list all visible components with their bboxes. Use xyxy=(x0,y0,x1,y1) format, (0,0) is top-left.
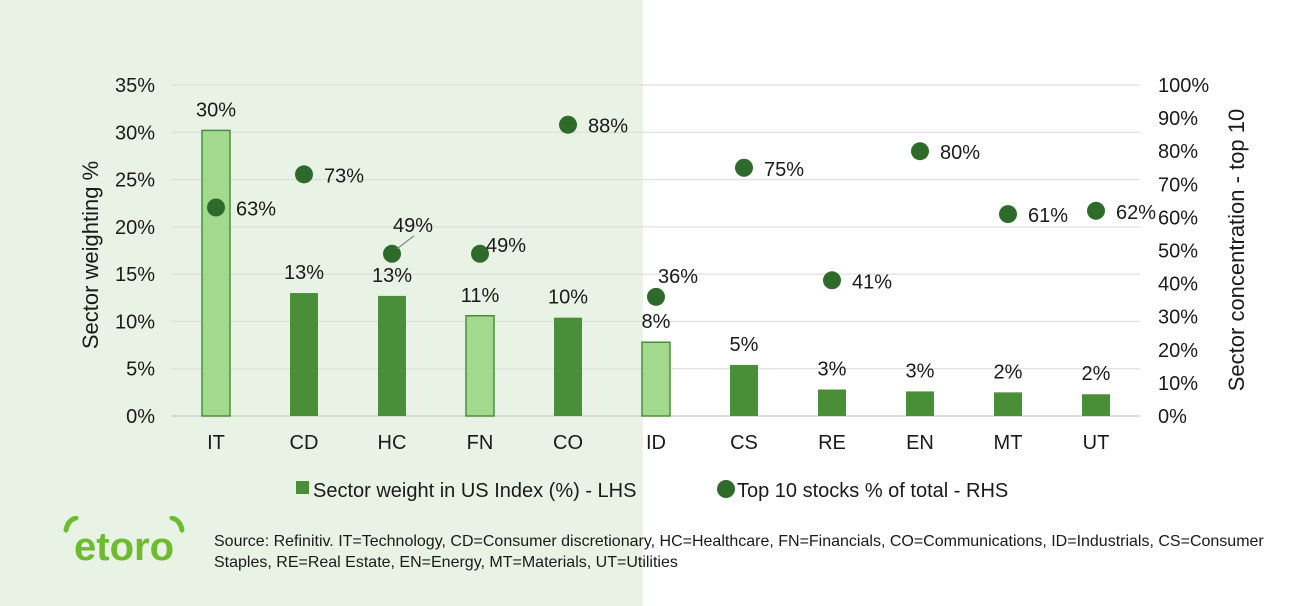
y-tick-label: 25% xyxy=(115,170,155,192)
y-tick-label: 35% xyxy=(115,75,155,97)
y-tick-label: 15% xyxy=(115,264,155,286)
legend-dot-swatch xyxy=(717,480,735,498)
y2-tick-label: 20% xyxy=(1158,340,1198,362)
bar-value-label: 3% xyxy=(818,359,847,381)
bar xyxy=(554,317,582,416)
bars-group xyxy=(201,129,1110,417)
dot-value-label: 63% xyxy=(236,198,276,220)
x-tick-label: CD xyxy=(290,432,319,454)
bar xyxy=(994,392,1022,416)
y-tick-label: 20% xyxy=(115,217,155,239)
dot xyxy=(471,244,489,263)
left-background-panel xyxy=(0,0,643,606)
dot xyxy=(999,205,1017,224)
bar-value-label: 2% xyxy=(1082,363,1111,385)
y2-tick-label: 40% xyxy=(1158,274,1198,296)
dot-value-label: 61% xyxy=(1028,205,1068,227)
source-note: Source: Refinitiv. IT=Technology, CD=Con… xyxy=(214,533,1264,571)
dot xyxy=(1087,201,1105,220)
x-tick-label: UT xyxy=(1083,432,1110,454)
dot xyxy=(911,142,929,161)
bar xyxy=(378,295,406,416)
bar-labels-group: 30% 13% 13% 11% 10% 8% 5% 3% 3% 2% 2% xyxy=(196,99,1111,385)
right-axis-title: Sector concentration - top 10 xyxy=(1224,109,1249,392)
y2-tick-label: 80% xyxy=(1158,141,1198,163)
legend-dot-label: Top 10 stocks % of total - RHS xyxy=(737,480,1008,502)
bar-value-label: 10% xyxy=(548,287,588,309)
y-tick-label: 10% xyxy=(115,311,155,333)
logo-right-horn xyxy=(169,516,185,533)
bar-value-label: 30% xyxy=(196,99,236,121)
legend-bar-label: Sector weight in US Index (%) - LHS xyxy=(313,480,636,502)
x-tick-label: CS xyxy=(730,432,758,454)
x-tick-label: FN xyxy=(467,432,494,454)
dot-value-label: 88% xyxy=(588,116,628,138)
dot-value-label: 49% xyxy=(393,215,433,237)
dot-label-leader xyxy=(396,235,415,250)
y-tick-label: 5% xyxy=(126,359,155,381)
dots-group xyxy=(207,115,1105,306)
bar-value-label: 8% xyxy=(642,311,671,333)
bar xyxy=(290,293,318,416)
left-axis-title: Sector weighting % xyxy=(78,161,103,349)
logo-text: etoro xyxy=(74,525,174,566)
y-tick-label: 0% xyxy=(126,406,155,428)
dot xyxy=(647,287,665,306)
etoro-logo: etoro xyxy=(63,516,185,566)
dot-value-label: 80% xyxy=(940,142,980,164)
x-tick-label: ID xyxy=(646,432,666,454)
bar-value-label: 3% xyxy=(906,360,935,382)
dot xyxy=(207,198,225,217)
x-axis-ticks: IT CD HC FN CO ID CS RE EN MT UT xyxy=(207,432,1109,454)
y-tick-label: 30% xyxy=(115,122,155,144)
y2-tick-label: 90% xyxy=(1158,108,1198,130)
logo-left-horn xyxy=(63,516,79,533)
bar xyxy=(201,129,231,417)
bar xyxy=(1082,394,1110,416)
bar-value-label: 13% xyxy=(372,265,412,287)
x-tick-label: MT xyxy=(994,432,1023,454)
dot-value-label: 62% xyxy=(1116,202,1156,224)
bar-value-label: 13% xyxy=(284,262,324,284)
dot xyxy=(295,165,313,184)
left-axis-ticks: 0% 5% 10% 15% 20% 25% 30% 35% xyxy=(115,75,155,428)
dot-value-label: 49% xyxy=(486,235,526,257)
y2-tick-label: 10% xyxy=(1158,373,1198,395)
dot-value-label: 75% xyxy=(764,159,804,181)
bar xyxy=(906,391,934,416)
y2-tick-label: 60% xyxy=(1158,207,1198,229)
y2-tick-label: 70% xyxy=(1158,174,1198,196)
y2-tick-label: 50% xyxy=(1158,241,1198,263)
dot xyxy=(559,115,577,134)
legend-bar-swatch xyxy=(296,481,309,494)
bar xyxy=(465,315,495,417)
dot-value-label: 73% xyxy=(324,165,364,187)
dot-labels-group: 63% 73% 49% 49% 88% 36% 75% 41% 80% 61% 62% xyxy=(236,116,1156,294)
x-tick-label: IT xyxy=(207,432,225,454)
dot xyxy=(735,158,753,177)
bar xyxy=(730,364,758,416)
bar-value-label: 11% xyxy=(461,285,500,307)
y2-tick-label: 30% xyxy=(1158,307,1198,329)
dot-value-label: 36% xyxy=(658,266,698,288)
x-tick-label: EN xyxy=(906,432,934,454)
bar-value-label: 5% xyxy=(730,334,759,356)
right-axis-ticks: 0% 10% 20% 30% 40% 50% 60% 70% 80% 90% 100% xyxy=(1158,75,1209,428)
y2-tick-label: 0% xyxy=(1158,406,1187,428)
bar-value-label: 2% xyxy=(994,361,1023,383)
y2-tick-label: 100% xyxy=(1158,75,1209,97)
x-tick-label: RE xyxy=(818,432,846,454)
bar xyxy=(818,389,846,416)
x-tick-label: CO xyxy=(553,432,583,454)
dot xyxy=(823,271,841,290)
legend: Sector weight in US Index (%) - LHS Top … xyxy=(296,480,1008,502)
x-tick-label: HC xyxy=(378,432,407,454)
dot-value-label: 41% xyxy=(852,271,892,293)
dot xyxy=(383,244,401,263)
bar xyxy=(641,341,671,417)
